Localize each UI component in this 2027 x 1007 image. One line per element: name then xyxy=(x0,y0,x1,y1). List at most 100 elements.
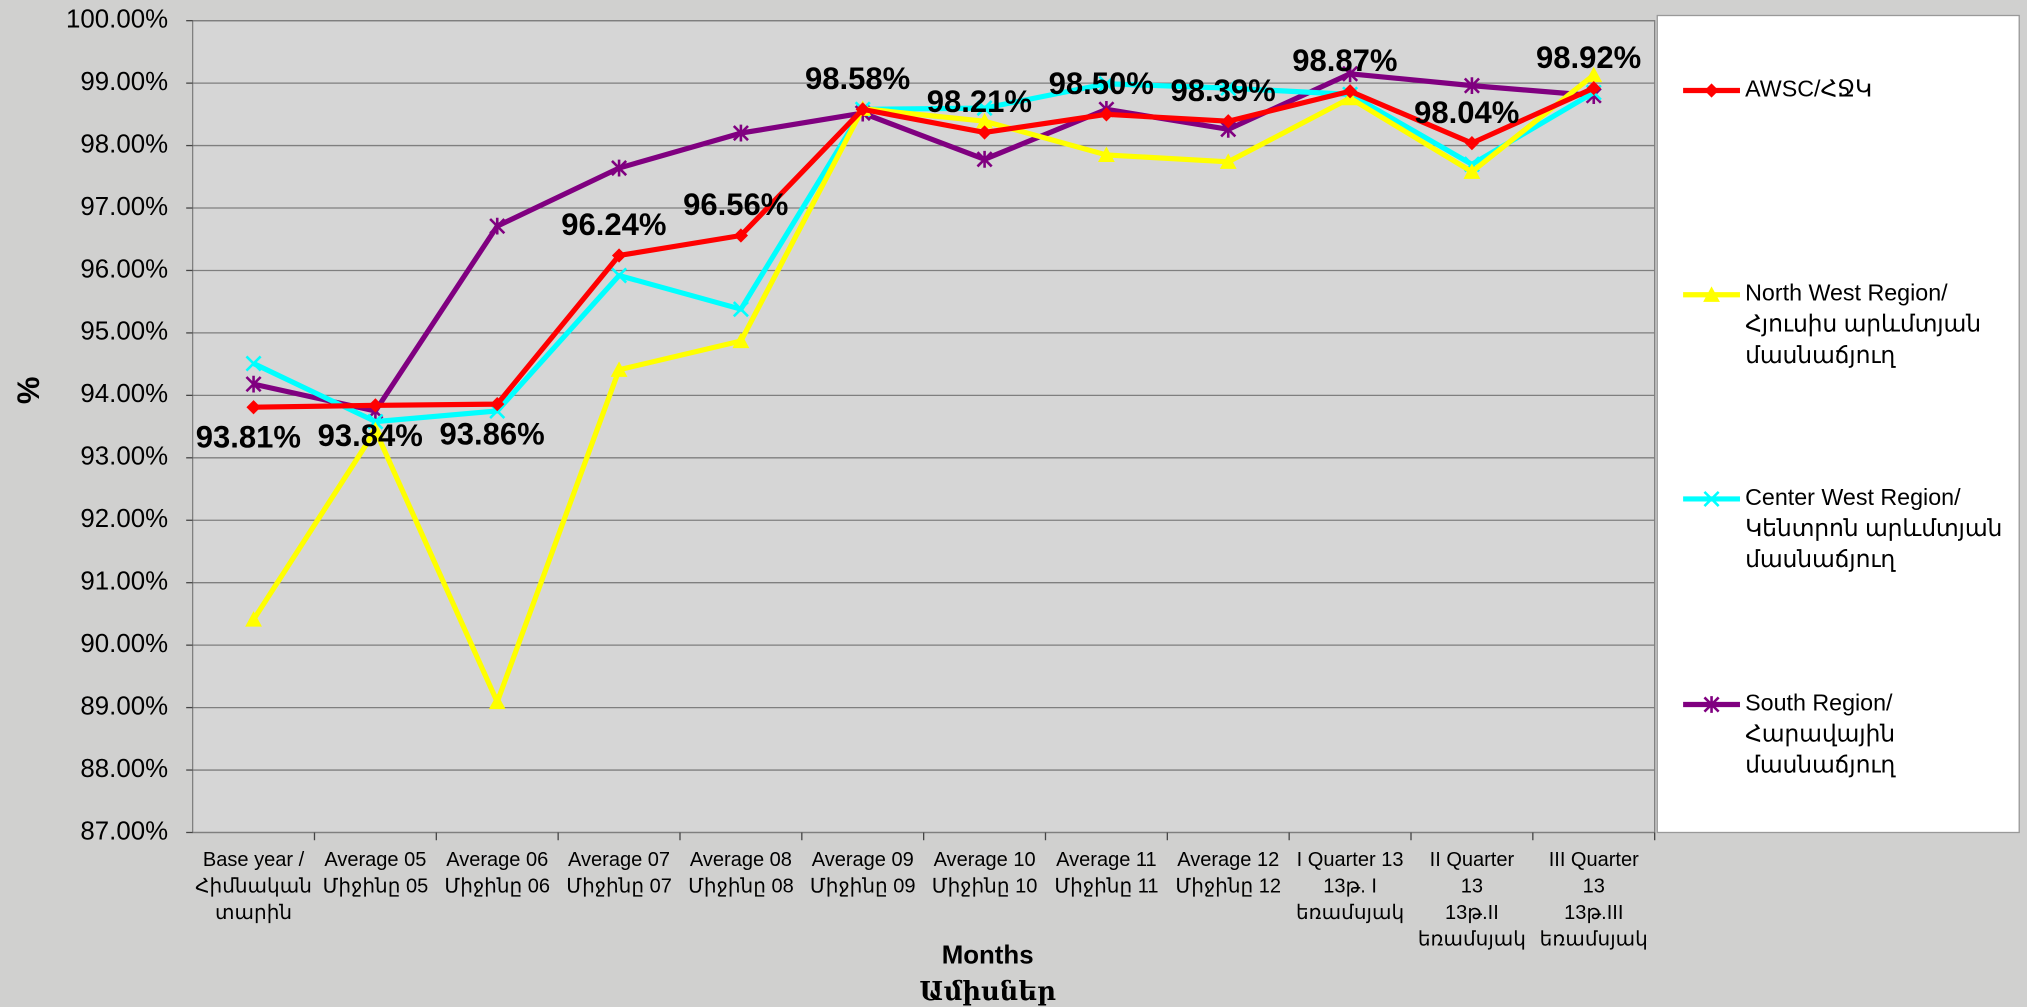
text-line: Միջինը 11 xyxy=(1054,876,1158,898)
text-line: Average 12 xyxy=(1177,849,1279,871)
text-line: Միջինը 10 xyxy=(932,876,1038,898)
text-line: III Quarter xyxy=(1549,849,1639,871)
x-tick-label: Average 11 Միջինը 11 xyxy=(1054,849,1158,897)
text-line: 13թ.III xyxy=(1564,902,1623,924)
data-label: 98.21% xyxy=(927,84,1032,119)
text-line: Average 11 xyxy=(1056,849,1157,871)
text-line: I Quarter 13 xyxy=(1297,849,1404,871)
series-line xyxy=(253,85,1595,410)
marker xyxy=(976,112,993,129)
text-line: Միջինը 05 xyxy=(323,876,429,898)
marker xyxy=(855,102,870,117)
x-tick-label: Average 09 Միջինը 09 xyxy=(810,849,916,897)
x-tick-label: Average 10 Միջինը 10 xyxy=(932,849,1038,897)
text-line: 13թ. I xyxy=(1323,876,1377,898)
y-tick-label: 94.00% xyxy=(80,380,168,408)
marker xyxy=(1703,490,1720,507)
text-line: Average 10 xyxy=(934,849,1036,871)
x-tick-label: Average 07 Միջինը 07 xyxy=(566,849,672,897)
marker xyxy=(977,125,992,140)
marker xyxy=(489,217,506,235)
text-line: եռամսյակ xyxy=(1418,929,1526,951)
text-line: Միջինը 07 xyxy=(566,876,672,898)
text-line: մասնաճյուղ xyxy=(1745,546,1896,572)
y-tick-label: 96.00% xyxy=(80,255,168,283)
marker xyxy=(245,611,262,627)
y-tick-label: 90.00% xyxy=(80,630,168,658)
data-label: 98.87% xyxy=(1292,43,1397,78)
data-label: 98.39% xyxy=(1170,73,1275,108)
x-tick-label: Average 05 Միջինը 05 xyxy=(323,849,429,897)
text-line: մասնաճյուղ xyxy=(1745,752,1896,778)
text-line: Կենտրոն արևմտյան xyxy=(1745,515,2002,541)
x-tick-label: I Quarter 13 13թ. I եռամսյակ xyxy=(1296,849,1404,924)
marker xyxy=(611,159,628,177)
y-tick-label: 91.00% xyxy=(80,568,168,596)
marker xyxy=(610,361,628,377)
x-tick-label: II Quarter 13 13թ.II եռամսյակ xyxy=(1418,849,1526,950)
text-line: Հարավային xyxy=(1745,721,1895,747)
text-line: Average 09 xyxy=(812,849,914,871)
y-tick-label: 99.00% xyxy=(80,68,168,96)
legend-label: AWSC/ՀՋԿ xyxy=(1745,76,1872,102)
text-line: տարին xyxy=(215,902,292,924)
series-line xyxy=(251,72,1596,705)
marker xyxy=(732,301,749,318)
y-tick-label: 88.00% xyxy=(80,755,168,783)
text-line: Base year / xyxy=(203,849,305,871)
x-tick-label: III Quarter 13 13թ.III եռամսյակ xyxy=(1540,849,1648,950)
data-label: 96.56% xyxy=(683,187,788,222)
legend xyxy=(1656,14,2020,834)
text-line: South Region/ xyxy=(1745,690,1893,716)
data-label: 98.58% xyxy=(805,61,910,96)
marker xyxy=(732,124,749,142)
y-tick-label: 92.00% xyxy=(80,505,168,533)
text-line: եռամսյակ xyxy=(1540,929,1648,951)
x-tick-label: Base year / Հիմնական տարին xyxy=(195,849,312,924)
text-line: եռամսյակ xyxy=(1296,902,1404,924)
marker xyxy=(1703,696,1720,713)
series-line xyxy=(253,71,1594,414)
y-tick-label: 87.00% xyxy=(80,817,168,845)
x-axis-label: Ամիսներ xyxy=(919,977,1056,1007)
marker xyxy=(1342,65,1359,83)
marker xyxy=(732,332,750,349)
y-axis-label: % xyxy=(11,377,46,405)
marker xyxy=(1463,163,1481,179)
y-tick-label: 100.00% xyxy=(66,6,168,34)
text-line: Միջինը 12 xyxy=(1175,876,1281,898)
marker xyxy=(366,421,384,438)
text-line: North West Region/ xyxy=(1745,280,1948,306)
text-line: Average 08 xyxy=(690,849,792,871)
legend-label: North West Region/Հյուսիս արևմտյան մասնաճ… xyxy=(1745,280,1981,368)
x-tick-label: Average 08 Միջինը 08 xyxy=(688,849,794,897)
data-label: 98.04% xyxy=(1414,95,1519,130)
x-axis-label: Months xyxy=(942,941,1034,969)
legend-label: Center West Region/Կենտրոն արևմտյան մասնա… xyxy=(1745,484,2002,572)
data-label: 98.92% xyxy=(1536,40,1641,75)
text-line: Միջինը 08 xyxy=(688,876,794,898)
marker xyxy=(1098,75,1115,92)
text-line: 13 xyxy=(1583,876,1605,898)
text-line: Average 05 xyxy=(324,849,426,871)
marker xyxy=(490,396,505,412)
text-line: Center West Region/ xyxy=(1745,484,1961,510)
marker xyxy=(1703,286,1720,302)
x-tick-label: Average 12 Միջինը 12 xyxy=(1175,849,1281,897)
text-line: 13 xyxy=(1461,876,1483,898)
marker xyxy=(733,228,749,243)
data-label: 93.84% xyxy=(318,418,423,453)
marker xyxy=(368,398,383,413)
text-line: Average 06 xyxy=(446,849,548,871)
marker xyxy=(976,150,993,168)
plot-area xyxy=(192,20,1656,834)
marker xyxy=(1221,114,1236,129)
series-line xyxy=(252,81,1596,425)
marker xyxy=(245,355,262,372)
text-line: Միջինը 06 xyxy=(444,876,550,898)
text-line: Հյուսիս արևմտյան xyxy=(1745,311,1981,337)
marker xyxy=(611,248,627,263)
text-line: Հիմնական xyxy=(195,876,312,898)
x-tick-label: Average 06 Միջինը 06 xyxy=(444,849,550,897)
